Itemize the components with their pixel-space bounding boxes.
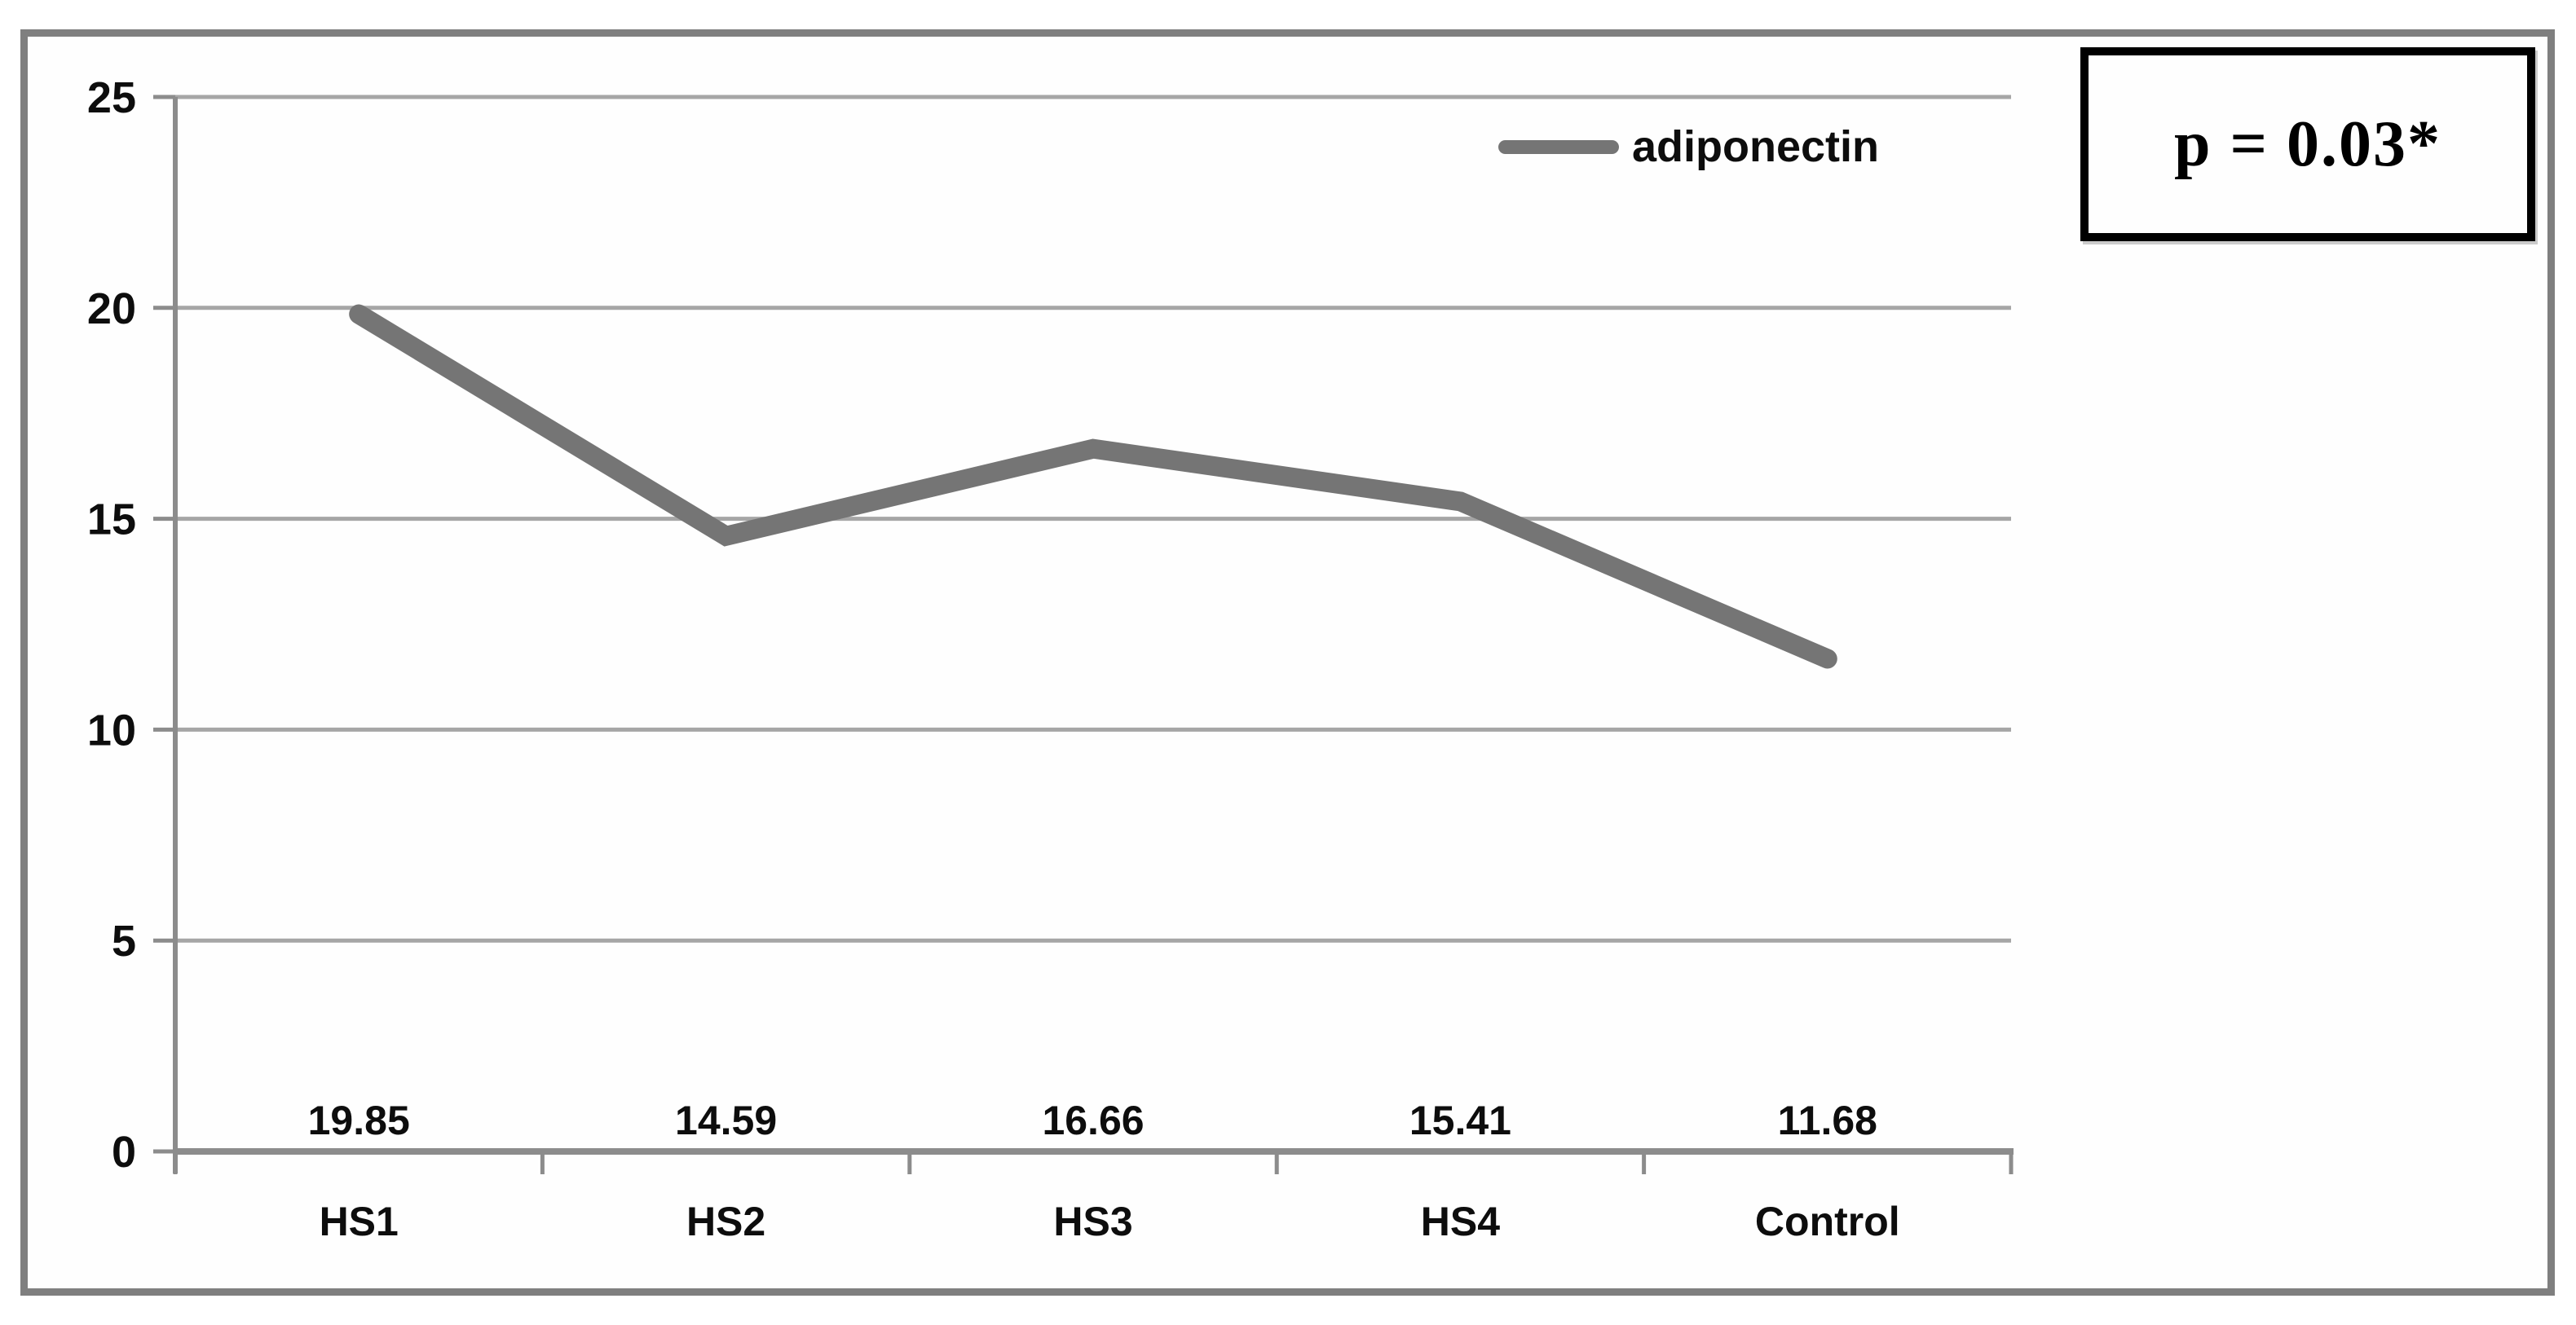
- y-tick-label-10: 10: [87, 706, 136, 755]
- data-label-Control: 11.68: [1778, 1098, 1877, 1143]
- data-label-HS2: 14.59: [675, 1098, 777, 1143]
- y-tick-label-20: 20: [87, 284, 136, 333]
- category-label-HS4: HS4: [1421, 1199, 1500, 1244]
- legend-label: adiponectin: [1632, 122, 1880, 171]
- y-tick-label-5: 5: [112, 917, 136, 966]
- category-label-Control: Control: [1755, 1199, 1900, 1244]
- data-label-HS4: 15.41: [1409, 1098, 1511, 1143]
- data-label-HS3: 16.66: [1042, 1098, 1144, 1143]
- y-tick-label-25: 25: [87, 73, 136, 122]
- p-value-text: p = 0.03*: [2173, 108, 2442, 180]
- y-tick-label-15: 15: [87, 495, 136, 544]
- y-tick-label-0: 0: [112, 1128, 136, 1177]
- legend-line-swatch: [1498, 139, 1619, 154]
- category-label-HS1: HS1: [320, 1199, 399, 1244]
- data-label-HS1: 19.85: [308, 1098, 410, 1143]
- p-value-box: p = 0.03*: [2080, 47, 2535, 241]
- legend[interactable]: adiponectin: [1498, 121, 1879, 173]
- category-label-HS2: HS2: [686, 1199, 765, 1244]
- series-line-adiponectin: [349, 304, 1837, 669]
- category-label-HS3: HS3: [1053, 1199, 1132, 1244]
